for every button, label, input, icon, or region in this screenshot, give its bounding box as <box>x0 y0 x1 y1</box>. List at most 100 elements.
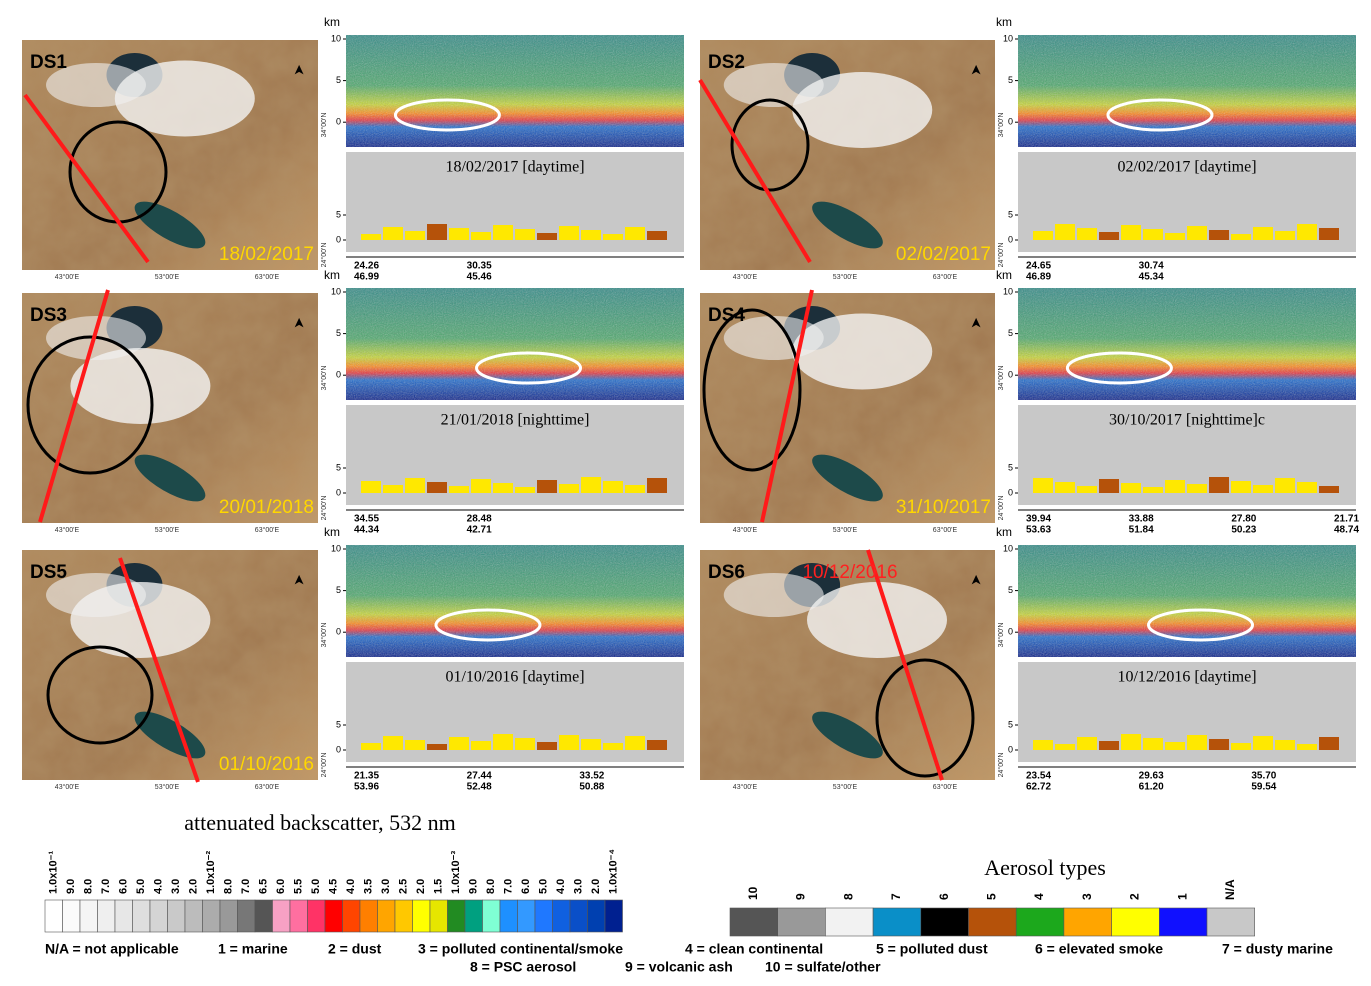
type-strip <box>1121 483 1141 493</box>
legend-entry: 7 = dusty marine <box>1222 941 1333 957</box>
type-strip <box>1055 224 1075 240</box>
coord-label: 50.23 <box>1231 525 1256 536</box>
type-strip <box>1077 737 1097 750</box>
tick-label: 10 <box>1003 543 1013 553</box>
north-arrow: ➤ <box>291 64 307 76</box>
colorbar-bin <box>254 899 273 933</box>
type-strip <box>603 234 623 240</box>
tick-label: 5 <box>336 328 341 338</box>
profile-caption: 02/02/2017 [daytime] <box>1117 159 1256 176</box>
lon-label: 53°00'E <box>155 273 180 281</box>
lon-label: 43°00'E <box>55 783 80 791</box>
cloud <box>46 573 146 617</box>
type-strip <box>471 741 491 750</box>
colorbar-bin <box>377 899 396 933</box>
type-strip <box>1033 740 1053 750</box>
axis-unit: km <box>324 525 340 539</box>
lat-label: 24°00'N <box>320 753 328 778</box>
colorbar-bin <box>342 899 361 933</box>
aerosol-label: 3 <box>1080 893 1094 900</box>
coord-label: 62.72 <box>1026 782 1051 793</box>
north-arrow: ➤ <box>291 574 307 586</box>
type-strip <box>427 744 447 750</box>
coord-label: 53.96 <box>354 782 379 793</box>
tick-label: 0 <box>336 117 341 127</box>
cloud <box>792 313 933 390</box>
type-strip <box>1033 231 1053 240</box>
gulf <box>812 454 883 502</box>
type-strip <box>603 743 623 750</box>
feature-ellipse <box>1147 608 1255 642</box>
colorbar-bin <box>202 899 221 933</box>
lon-label: 53°00'E <box>833 273 858 281</box>
aerosol-bin <box>1206 907 1256 937</box>
type-strip <box>1253 736 1273 750</box>
profile-caption: 01/10/2016 [daytime] <box>445 669 584 686</box>
type-strip <box>1165 233 1185 240</box>
type-strip <box>405 478 425 493</box>
aerosol-label: 1 <box>1175 893 1189 900</box>
gulf <box>812 711 883 759</box>
aerosol-bin <box>968 907 1017 937</box>
cloud <box>723 573 824 617</box>
type-strip <box>1253 227 1273 240</box>
cloud <box>792 72 933 148</box>
tick-label: 5 <box>1008 75 1013 85</box>
colorbar-bin <box>517 899 536 933</box>
colorbar-label: 2.0 <box>415 879 427 894</box>
cloud <box>70 348 211 424</box>
colorbar-label: 7.0 <box>503 879 515 894</box>
gulf <box>812 201 883 249</box>
lon-label: 63°00'E <box>933 273 958 281</box>
colorbar-label: 1.0x10⁻¹ <box>48 851 60 894</box>
type-strip <box>1187 484 1207 493</box>
map-date: 31/10/2017 <box>896 497 991 518</box>
coord-label: 27.44 <box>467 771 492 782</box>
map-date: 01/10/2016 <box>219 754 314 775</box>
tick-label: 10 <box>331 543 341 553</box>
lidar-noise <box>1018 35 1356 147</box>
type-strip <box>1099 479 1119 493</box>
colorbar-bin <box>184 899 203 933</box>
coord-label: 35.70 <box>1251 771 1276 782</box>
lon-label: 53°00'E <box>155 526 180 534</box>
aerosol-bin <box>1111 907 1160 937</box>
tick-label: 10 <box>331 286 341 296</box>
lon-label: 63°00'E <box>255 273 280 281</box>
type-strip <box>1077 228 1097 240</box>
tick-label: 10 <box>331 33 341 43</box>
tick-label: 5 <box>336 462 341 472</box>
type-strip <box>1319 737 1339 750</box>
lon-label: 43°00'E <box>733 273 758 281</box>
colorbar-label: 9.0 <box>468 879 480 894</box>
tick-label: 0 <box>1008 234 1013 244</box>
aerosol-label: 2 <box>1128 893 1142 900</box>
aerosol-label: 10 <box>746 886 760 900</box>
colorbar-label: 4.0 <box>153 879 165 894</box>
coord-label: 45.34 <box>1139 272 1164 283</box>
type-strip <box>647 740 667 750</box>
colorbar-label: 6.0 <box>118 879 130 894</box>
colorbar-label: 1.5 <box>433 879 445 894</box>
colorbar-bin <box>587 899 606 933</box>
axis-unit: km <box>324 268 340 282</box>
type-strip <box>581 477 601 493</box>
aerosol-bin <box>777 907 826 937</box>
aerosol-bin <box>872 907 922 937</box>
type-strip <box>515 487 535 493</box>
type-strip <box>383 485 403 493</box>
type-strip <box>559 484 579 493</box>
type-strip <box>647 478 667 493</box>
colorbar-bin <box>114 899 133 933</box>
colorbar-label: 2.0 <box>590 879 602 894</box>
legend-entry: 10 = sulfate/other <box>765 959 881 975</box>
axis-unit: km <box>324 15 340 29</box>
track-line <box>118 557 200 783</box>
type-strip <box>625 227 645 240</box>
lon-label: 63°00'E <box>255 526 280 534</box>
tick-label: 0 <box>336 234 341 244</box>
map-panel: ➤ DS4 31/10/2017 43°00'E 53°00'E 63°00'E 34°00… <box>700 289 1005 534</box>
lat-label: 34°00'N <box>997 113 1005 138</box>
feature-ellipse <box>434 608 542 642</box>
type-strip <box>405 231 425 240</box>
